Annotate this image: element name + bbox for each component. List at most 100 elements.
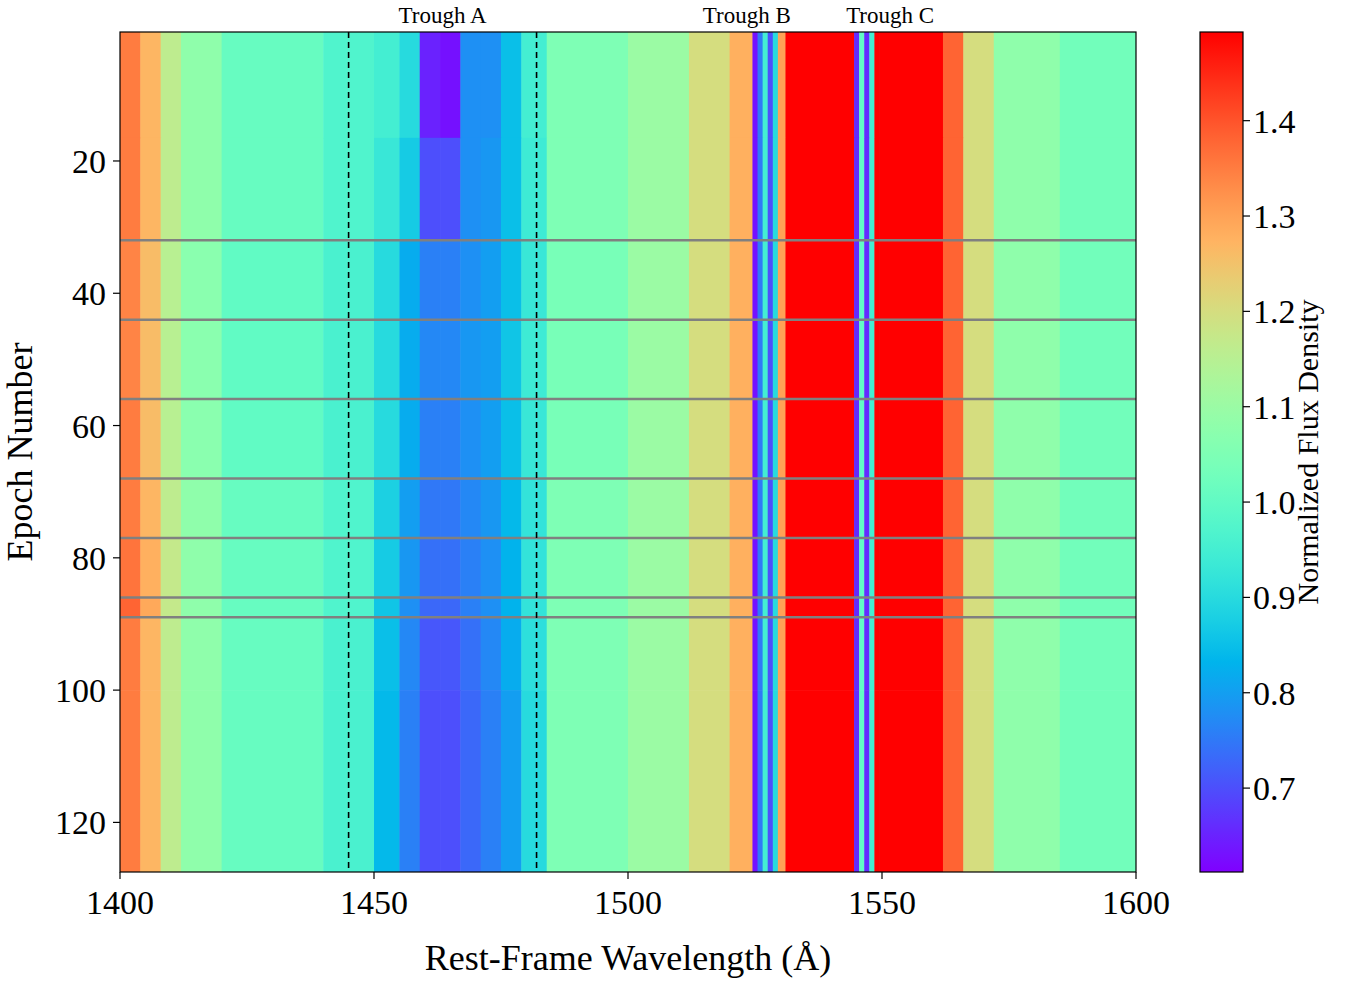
heat-cell [521,617,547,690]
heat-cell [752,478,758,538]
heat-cell [943,32,964,138]
heat-cell [420,320,441,400]
heat-cell [440,617,461,690]
heat-cell [778,598,786,618]
heat-cell [879,478,943,538]
heat-cell [399,538,420,598]
heat-cell [758,320,764,400]
heat-cell [869,617,875,690]
heat-cell [869,538,875,598]
x-tick [881,872,882,879]
x-tick-label: 1450 [340,884,408,921]
heat-cell [1060,690,1136,872]
heat-cell [879,538,943,598]
heat-cell [460,538,481,598]
heat-cell [874,690,880,872]
heat-cell [628,598,689,618]
colorbar-tick [1243,311,1250,312]
y-tick-label: 80 [72,540,106,577]
heat-cell [161,478,182,538]
heat-cell [689,690,730,872]
heat-cell [481,320,502,400]
heat-cell [768,138,774,241]
colorbar-tick [1243,215,1250,216]
heat-cell [689,240,730,320]
heat-cell [1060,399,1136,479]
heat-cell [874,598,880,618]
heat-cell [161,320,182,400]
heat-cell [994,399,1061,479]
heat-cell [222,240,324,320]
heat-cell [120,598,141,618]
heat-cell [440,240,461,320]
heat-cell [854,320,860,400]
heat-cell [140,690,161,872]
heat-cell [785,320,854,400]
heat-cell [222,598,324,618]
heat-cell [628,478,689,538]
heat-cell [859,399,865,479]
heat-cell [869,478,875,538]
heat-cell [420,598,441,618]
heat-cell [778,690,786,872]
epoch-line [120,318,1136,321]
heat-cell [399,320,420,400]
heat-cell [628,690,689,872]
heat-cell [879,690,943,872]
heat-cell [521,32,547,138]
heat-cell [460,32,481,138]
heat-cell [773,538,779,598]
heat-cell [547,538,629,598]
heat-cell [994,690,1061,872]
heat-cell [460,690,481,872]
heat-cell [460,138,481,241]
x-tick [1135,872,1136,879]
heat-cell [994,138,1061,241]
x-axis-title: Rest-Frame Wavelength (Å) [425,938,831,978]
heat-cell [374,598,400,618]
heat-cell [374,320,400,400]
heat-cell [963,478,994,538]
heat-cell [879,32,943,138]
heat-cell [785,32,854,138]
heat-cell [943,399,964,479]
heat-cell [778,32,786,138]
heat-cell [689,138,730,241]
heat-cell [547,478,629,538]
heat-cell [778,617,786,690]
heat-cell [460,598,481,618]
epoch-line [120,239,1136,242]
heat-cell [874,32,880,138]
heat-cell [859,320,865,400]
heat-cell [181,690,222,872]
heat-cell [399,617,420,690]
heat-cell [628,399,689,479]
heat-cell [547,32,629,138]
heat-cell [547,138,629,241]
heat-cell [420,32,441,138]
heat-cell [730,138,753,241]
heat-cell [440,399,461,479]
heat-cell [943,320,964,400]
heat-cell [874,399,880,479]
y-tick [113,160,120,161]
heat-cell [140,399,161,479]
heat-cell [752,598,758,618]
heat-cell [768,399,774,479]
x-tick-label: 1600 [1102,884,1170,921]
heat-cell [994,478,1061,538]
heat-cell [768,598,774,618]
heat-cell [963,320,994,400]
heat-cell [763,478,769,538]
heat-cell [460,240,481,320]
heat-cell [869,240,875,320]
heat-cell [859,32,865,138]
heat-cell [874,538,880,598]
heat-cell [181,320,222,400]
heat-cell [864,399,870,479]
heat-cell [869,32,875,138]
heat-cell [440,598,461,618]
heat-cell [521,240,547,320]
heat-cell [374,240,400,320]
heat-cell [864,32,870,138]
